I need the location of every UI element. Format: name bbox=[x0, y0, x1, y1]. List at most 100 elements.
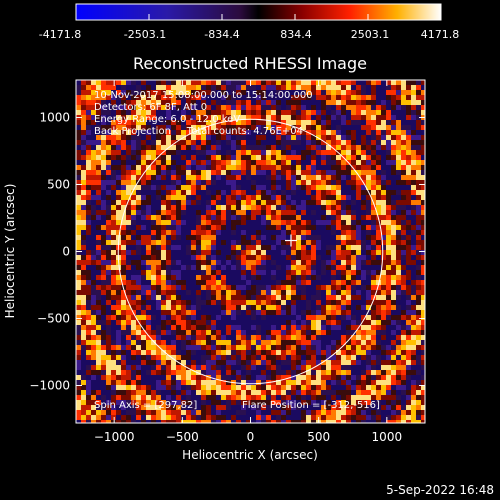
heatmap-cell bbox=[146, 405, 151, 410]
heatmap-cell bbox=[416, 225, 421, 230]
heatmap-cell bbox=[351, 255, 356, 260]
heatmap-cell bbox=[266, 170, 271, 175]
heatmap-cell bbox=[191, 335, 196, 340]
heatmap-cell bbox=[96, 185, 101, 190]
heatmap-cell bbox=[341, 310, 346, 315]
heatmap-cell bbox=[91, 135, 96, 140]
heatmap-cell bbox=[156, 385, 161, 390]
heatmap-cell bbox=[306, 315, 311, 320]
heatmap-cell bbox=[151, 405, 156, 410]
heatmap-cell bbox=[391, 150, 396, 155]
heatmap-cell bbox=[346, 345, 351, 350]
heatmap-cell bbox=[271, 165, 276, 170]
heatmap-cell bbox=[356, 345, 361, 350]
heatmap-cell bbox=[246, 365, 251, 370]
heatmap-cell bbox=[396, 305, 401, 310]
heatmap-cell bbox=[416, 345, 421, 350]
heatmap-cell bbox=[176, 235, 181, 240]
heatmap-cell bbox=[101, 340, 106, 345]
heatmap-cell bbox=[291, 165, 296, 170]
heatmap-cell bbox=[101, 420, 106, 423]
heatmap-cell bbox=[101, 315, 106, 320]
flare-position-label: Flare Position = [-312,-516] bbox=[242, 400, 380, 411]
heatmap-cell bbox=[131, 90, 136, 95]
heatmap-cell bbox=[321, 125, 326, 130]
heatmap-cell bbox=[86, 330, 91, 335]
heatmap-cell bbox=[171, 330, 176, 335]
heatmap-cell bbox=[166, 330, 171, 335]
heatmap-cell bbox=[306, 105, 311, 110]
heatmap-cell bbox=[186, 240, 191, 245]
heatmap-cell bbox=[396, 185, 401, 190]
heatmap-cell bbox=[316, 225, 321, 230]
heatmap-cell bbox=[351, 80, 356, 85]
heatmap-cell bbox=[86, 105, 91, 110]
heatmap-cell bbox=[141, 320, 146, 325]
heatmap-cell bbox=[96, 235, 101, 240]
heatmap-cell bbox=[311, 360, 316, 365]
heatmap-cell bbox=[216, 160, 221, 165]
heatmap-cell bbox=[336, 420, 341, 423]
heatmap-cell bbox=[411, 245, 416, 250]
heatmap-cell bbox=[371, 405, 376, 410]
heatmap-cell bbox=[256, 145, 261, 150]
heatmap-cell bbox=[141, 105, 146, 110]
heatmap-cell bbox=[101, 215, 106, 220]
heatmap-cell bbox=[306, 135, 311, 140]
heatmap-cell bbox=[236, 85, 241, 90]
heatmap-cell bbox=[101, 160, 106, 165]
heatmap-cell bbox=[156, 320, 161, 325]
heatmap-cell bbox=[321, 185, 326, 190]
heatmap-cell bbox=[261, 260, 266, 265]
heatmap-cell bbox=[321, 350, 326, 355]
heatmap-cell bbox=[346, 145, 351, 150]
heatmap-cell bbox=[161, 365, 166, 370]
heatmap-cell bbox=[156, 215, 161, 220]
heatmap-cell bbox=[91, 295, 96, 300]
heatmap-cell bbox=[96, 405, 101, 410]
heatmap-cell bbox=[171, 120, 176, 125]
heatmap-cell bbox=[301, 225, 306, 230]
heatmap-cell bbox=[181, 345, 186, 350]
heatmap-cell bbox=[326, 415, 331, 420]
heatmap-cell bbox=[81, 205, 86, 210]
heatmap-cell bbox=[186, 185, 191, 190]
heatmap-cell bbox=[286, 350, 291, 355]
heatmap-cell bbox=[176, 145, 181, 150]
heatmap-cell bbox=[171, 190, 176, 195]
heatmap-cell bbox=[151, 380, 156, 385]
heatmap-cell bbox=[266, 345, 271, 350]
heatmap-cell bbox=[356, 340, 361, 345]
heatmap-cell bbox=[251, 395, 256, 400]
heatmap-cell bbox=[326, 85, 331, 90]
heatmap-cell bbox=[376, 350, 381, 355]
heatmap-cell bbox=[256, 85, 261, 90]
heatmap-cell bbox=[361, 315, 366, 320]
heatmap-cell bbox=[251, 375, 256, 380]
heatmap-cell bbox=[166, 325, 171, 330]
heatmap-cell bbox=[101, 170, 106, 175]
heatmap-cell bbox=[321, 390, 326, 395]
heatmap-cell bbox=[86, 340, 91, 345]
heatmap-cell bbox=[366, 350, 371, 355]
heatmap-cell bbox=[156, 90, 161, 95]
heatmap-cell bbox=[366, 160, 371, 165]
heatmap-cell bbox=[291, 315, 296, 320]
heatmap-cell bbox=[291, 100, 296, 105]
heatmap-cell bbox=[231, 205, 236, 210]
heatmap-cell bbox=[196, 370, 201, 375]
heatmap-cell bbox=[111, 385, 116, 390]
heatmap-cell bbox=[401, 205, 406, 210]
heatmap-cell bbox=[246, 290, 251, 295]
heatmap-cell bbox=[366, 315, 371, 320]
heatmap-cell bbox=[106, 130, 111, 135]
heatmap-cell bbox=[291, 220, 296, 225]
heatmap-cell bbox=[346, 165, 351, 170]
heatmap-cell bbox=[251, 370, 256, 375]
heatmap-cell bbox=[406, 115, 411, 120]
heatmap-cell bbox=[296, 240, 301, 245]
heatmap-cell bbox=[296, 420, 301, 423]
heatmap-cell bbox=[91, 330, 96, 335]
heatmap-cell bbox=[286, 105, 291, 110]
heatmap-cell bbox=[221, 90, 226, 95]
